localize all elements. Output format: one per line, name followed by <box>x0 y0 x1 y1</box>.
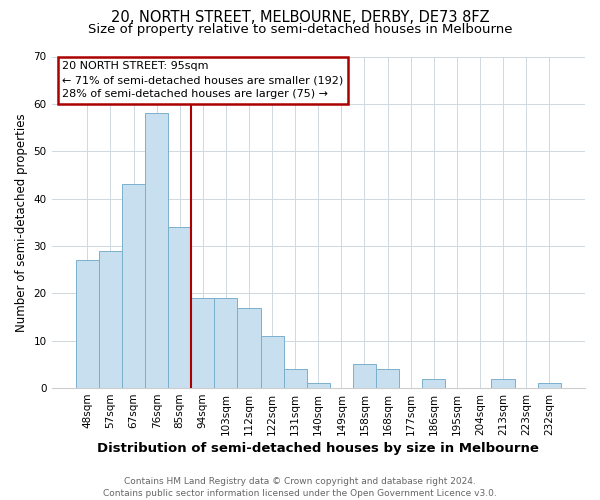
Bar <box>191 298 214 388</box>
Bar <box>491 378 515 388</box>
Text: 20, NORTH STREET, MELBOURNE, DERBY, DE73 8FZ: 20, NORTH STREET, MELBOURNE, DERBY, DE73… <box>110 10 490 25</box>
Bar <box>422 378 445 388</box>
Bar <box>122 184 145 388</box>
X-axis label: Distribution of semi-detached houses by size in Melbourne: Distribution of semi-detached houses by … <box>97 442 539 455</box>
Text: Contains HM Land Registry data © Crown copyright and database right 2024.
Contai: Contains HM Land Registry data © Crown c… <box>103 476 497 498</box>
Bar <box>353 364 376 388</box>
Bar <box>214 298 238 388</box>
Bar <box>307 384 330 388</box>
Bar <box>538 384 561 388</box>
Bar <box>260 336 284 388</box>
Text: Size of property relative to semi-detached houses in Melbourne: Size of property relative to semi-detach… <box>88 22 512 36</box>
Bar <box>99 250 122 388</box>
Bar <box>284 369 307 388</box>
Y-axis label: Number of semi-detached properties: Number of semi-detached properties <box>15 113 28 332</box>
Bar <box>76 260 99 388</box>
Bar <box>238 308 260 388</box>
Bar <box>376 369 399 388</box>
Bar <box>145 114 168 388</box>
Text: 20 NORTH STREET: 95sqm
← 71% of semi-detached houses are smaller (192)
28% of se: 20 NORTH STREET: 95sqm ← 71% of semi-det… <box>62 62 343 100</box>
Bar <box>168 227 191 388</box>
